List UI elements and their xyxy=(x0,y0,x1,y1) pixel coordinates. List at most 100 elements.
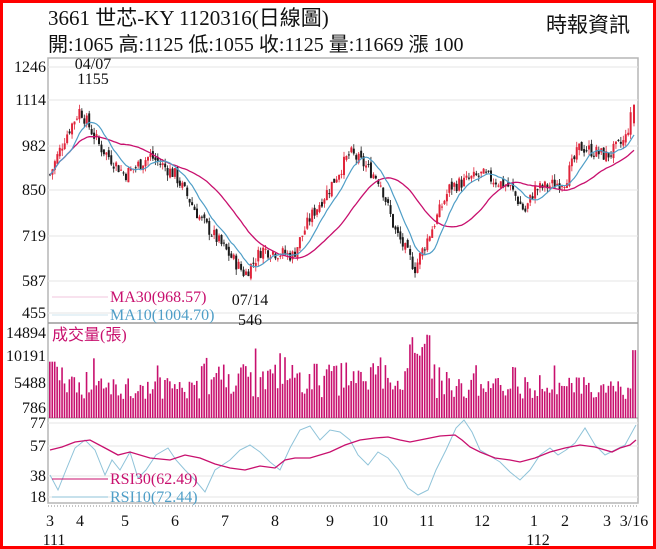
volume-bar xyxy=(102,388,105,418)
volume-bar xyxy=(298,372,301,418)
volume-bar xyxy=(382,388,384,418)
candle-body xyxy=(176,167,179,184)
candle-body xyxy=(210,235,213,237)
volume-bar xyxy=(147,381,149,418)
candle-body xyxy=(115,162,118,167)
candle-body xyxy=(428,236,431,241)
candle-body xyxy=(423,249,426,251)
candle-body xyxy=(323,199,326,204)
volume-bar xyxy=(210,379,213,418)
candle-body xyxy=(218,235,221,242)
volume-bar xyxy=(257,397,259,418)
volume-bar xyxy=(485,391,487,418)
candle-body xyxy=(303,230,306,235)
candle-body xyxy=(372,174,375,179)
candle-body xyxy=(208,220,211,235)
volume-bar xyxy=(514,367,517,418)
volume-bar xyxy=(558,382,561,418)
candle-body xyxy=(426,238,429,251)
ma-legend: MA30(968.57) MA10(1004.70) xyxy=(52,289,214,324)
volume-bar xyxy=(230,393,232,418)
rsi10-legend-label: RSI10(72.44) xyxy=(110,489,198,506)
candle-body xyxy=(311,209,314,223)
candle-body xyxy=(519,201,522,205)
volume-bar xyxy=(524,377,526,418)
candle-body xyxy=(198,216,201,220)
candle-body xyxy=(485,171,488,173)
volume-bar xyxy=(343,387,345,418)
candle-body xyxy=(414,266,417,274)
x-tick-label: 8 xyxy=(271,513,279,530)
candle-body xyxy=(203,214,206,219)
candle-body xyxy=(612,143,615,159)
volume-bar xyxy=(63,383,66,418)
candle-body xyxy=(460,179,463,188)
y-tick-label: 77 xyxy=(30,415,46,432)
candle-body xyxy=(240,263,243,270)
candle-body xyxy=(281,248,284,255)
candle-body xyxy=(610,155,613,157)
candle-body xyxy=(360,150,363,158)
candle-body xyxy=(365,165,368,168)
low-value-annotation: 546 xyxy=(238,312,262,329)
volume-bar xyxy=(467,389,470,418)
volume-bar xyxy=(303,393,306,418)
rsi30-legend-label: RSI30(62.49) xyxy=(110,471,198,488)
volume-bar xyxy=(556,394,558,418)
volume-bar xyxy=(526,381,529,418)
candle-body xyxy=(252,262,255,264)
y-tick-label: 719 xyxy=(22,228,46,245)
candle-body xyxy=(267,250,270,258)
candle-body xyxy=(536,189,539,191)
volume-bar xyxy=(296,373,299,418)
candle-body xyxy=(343,156,345,176)
volume-bar xyxy=(367,389,370,418)
candle-body xyxy=(369,162,372,178)
candle-body xyxy=(330,181,333,197)
candle-body xyxy=(325,190,328,201)
volume-bar xyxy=(614,391,617,418)
volume-bar xyxy=(93,358,95,418)
volume-bar xyxy=(428,335,431,418)
candle-body xyxy=(73,121,76,125)
volume-bar xyxy=(450,390,453,418)
candle-body xyxy=(75,118,78,120)
volume-bar xyxy=(117,395,120,418)
volume-bar xyxy=(504,395,507,418)
volume-bar xyxy=(105,387,107,418)
volume-bar xyxy=(355,383,357,418)
candle-body xyxy=(384,197,387,202)
candle-body xyxy=(396,227,399,234)
brand-label: 時報資訊 xyxy=(546,13,630,37)
volume-bar xyxy=(512,367,514,418)
x-tick-label: 3 xyxy=(603,513,611,530)
candle-body xyxy=(169,168,172,178)
volume-bar xyxy=(122,398,125,418)
x-tick-label: 3/16 xyxy=(620,513,648,530)
candle-body xyxy=(306,217,309,229)
volume-bar xyxy=(602,384,605,418)
volume-bar xyxy=(536,395,539,418)
volume-bar xyxy=(289,378,291,418)
volume-bar xyxy=(360,371,362,418)
high-date-annotation: 04/07 xyxy=(75,56,111,73)
candle-body xyxy=(333,178,336,183)
rsi10-line xyxy=(49,419,637,496)
y-tick-label: 38 xyxy=(30,468,46,485)
volume-bar xyxy=(441,380,443,418)
candle-body xyxy=(624,134,627,143)
volume-bar xyxy=(374,374,377,418)
volume-bar xyxy=(404,371,406,418)
volume-bar xyxy=(66,392,68,418)
volume-bar xyxy=(465,397,468,418)
candle-body xyxy=(313,207,316,216)
candle-body xyxy=(585,150,588,152)
candle-body xyxy=(458,178,461,191)
volume-bar xyxy=(423,343,426,418)
volume-bar xyxy=(580,393,583,418)
volume-bar xyxy=(254,348,257,418)
volume-bar xyxy=(161,398,164,418)
candle-body xyxy=(129,168,132,171)
x-tick-label: 4 xyxy=(76,513,84,530)
